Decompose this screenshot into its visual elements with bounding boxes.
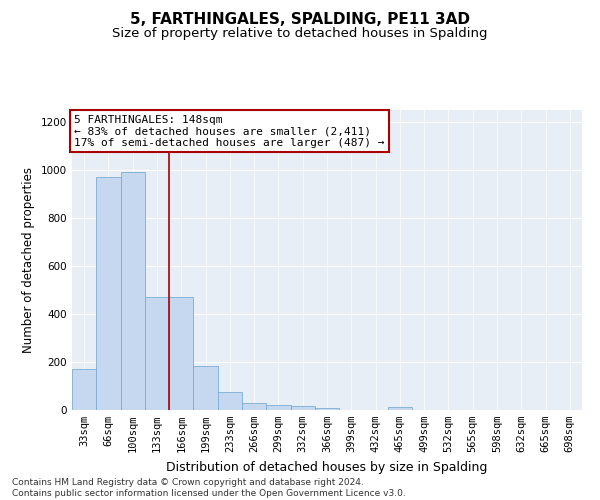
Bar (169, 297, 193, 410)
Bar (388, 407, 412, 410)
Bar (290, 406, 315, 410)
Text: Size of property relative to detached houses in Spalding: Size of property relative to detached ho… (112, 28, 488, 40)
Y-axis label: Number of detached properties: Number of detached properties (22, 167, 35, 353)
Bar (266, 405, 290, 410)
Text: 5 FARTHINGALES: 148sqm
← 83% of detached houses are smaller (2,411)
17% of semi-: 5 FARTHINGALES: 148sqm ← 83% of detached… (74, 115, 385, 148)
Bar (121, 172, 145, 410)
Bar (145, 297, 169, 410)
X-axis label: Distribution of detached houses by size in Spalding: Distribution of detached houses by size … (166, 460, 488, 473)
Text: 5, FARTHINGALES, SPALDING, PE11 3AD: 5, FARTHINGALES, SPALDING, PE11 3AD (130, 12, 470, 28)
Bar (242, 404, 266, 410)
Bar (72, 369, 96, 410)
Bar (315, 408, 339, 410)
Text: Contains HM Land Registry data © Crown copyright and database right 2024.
Contai: Contains HM Land Registry data © Crown c… (12, 478, 406, 498)
Bar (193, 366, 218, 410)
Bar (96, 177, 121, 410)
Bar (218, 392, 242, 410)
